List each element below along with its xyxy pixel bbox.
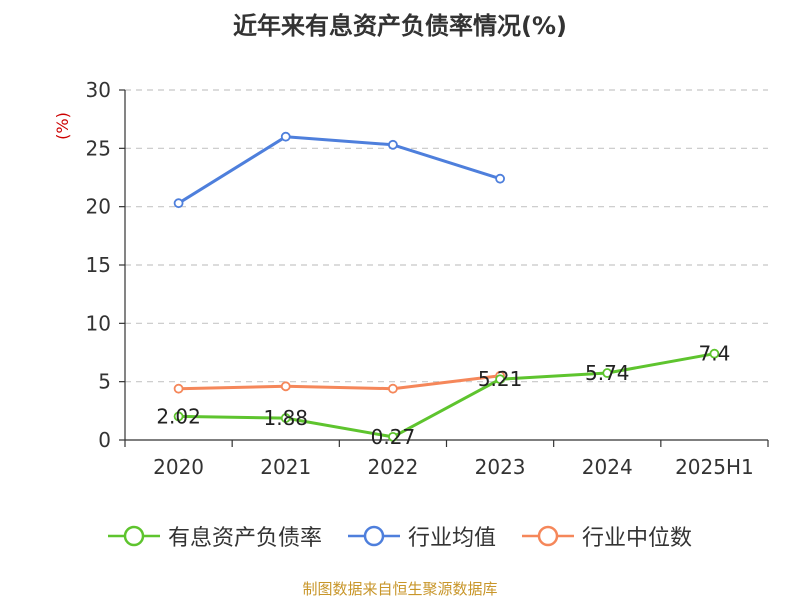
x-tick-label: 2023 — [475, 455, 526, 479]
series — [173, 131, 720, 442]
legend-label-series-2: 行业均值 — [407, 526, 496, 551]
data-point-series-3 — [388, 383, 398, 394]
data-point-series-2 — [388, 139, 398, 150]
data-label: 5.74 — [585, 361, 630, 385]
grid-lines — [125, 89, 768, 383]
data-point-series-1 — [602, 368, 613, 378]
legend-label-series-3: 行业中位数 — [582, 526, 693, 551]
data-point-series-3 — [280, 381, 291, 392]
y-tick-label: 30 — [86, 78, 111, 102]
x-tick-label: 2022 — [367, 455, 418, 479]
y-tick-label: 0 — [98, 428, 111, 452]
y-tick-label: 20 — [86, 195, 111, 219]
legend-item-series-2[interactable]: 行业均值 — [347, 520, 496, 552]
data-point-series-1 — [280, 413, 291, 423]
data-label: 7.4 — [699, 342, 731, 366]
x-tick-label: 2021 — [260, 455, 311, 479]
data-point-series-2 — [280, 131, 291, 142]
data-label: 5.21 — [478, 367, 523, 391]
axes: 0 5 10 15 20 25 30 2020 2021 2022 2023 2024 2025H1 — [86, 78, 769, 479]
y-axis-unit-label: (%) — [53, 112, 72, 140]
data-label: 1.88 — [263, 406, 308, 430]
data-point-series-1 — [495, 374, 505, 385]
data-point-series-2 — [495, 173, 505, 184]
data-label: 0.27 — [371, 425, 416, 449]
legend-item-series-1[interactable]: 有息资产负债率 — [107, 520, 322, 552]
y-tick-label: 10 — [86, 311, 111, 335]
legend-marker-series-2 — [347, 525, 400, 547]
chart-title: 近年来有息资产负债率情况(%) — [233, 12, 567, 40]
legend-marker-series-1 — [107, 525, 160, 547]
data-point-series-1 — [173, 411, 184, 422]
source-note: 制图数据来自恒生聚源数据库 — [302, 580, 498, 598]
legend-item-series-3[interactable]: 行业中位数 — [522, 520, 692, 552]
x-tick-label: 2020 — [153, 455, 204, 479]
y-tick-label: 5 — [98, 370, 111, 394]
data-point-series-2 — [173, 198, 184, 209]
legend: 有息资产负债率 行业均值 行业中位数 — [0, 520, 800, 552]
legend-label-series-1: 有息资产负债率 — [167, 526, 322, 551]
data-labels: 2.02 1.88 0.27 5.21 5.74 7.4 — [156, 342, 730, 449]
data-label: 2.02 — [156, 404, 201, 428]
series-line-1 — [178, 352, 715, 439]
series-line-2 — [177, 135, 501, 205]
y-tick-label: 15 — [86, 253, 111, 277]
legend-marker-series-3 — [522, 525, 574, 547]
x-tick-label: 2024 — [582, 455, 633, 479]
x-tick-label: 2025H1 — [675, 455, 754, 479]
y-tick-label: 25 — [86, 136, 111, 160]
data-point-series-1 — [388, 431, 398, 442]
data-point-series-3 — [173, 383, 184, 394]
data-point-series-1 — [709, 348, 720, 359]
series-line-3 — [178, 374, 501, 391]
